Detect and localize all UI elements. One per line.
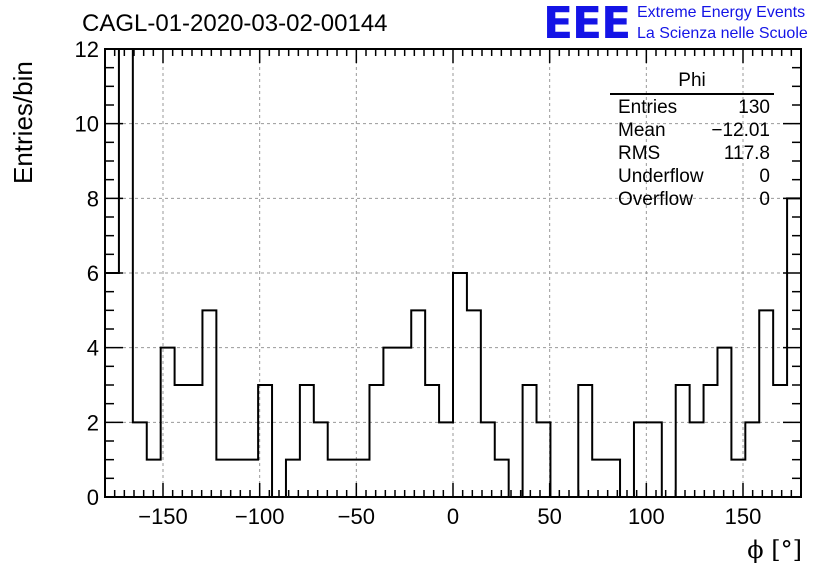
stats-label: Mean — [618, 120, 666, 141]
stats-value: 130 — [738, 97, 770, 118]
stats-row-mean: Mean −12.01 — [610, 119, 774, 142]
x-tick-label: 0 — [447, 504, 459, 529]
stats-row-overflow: Overflow 0 — [610, 188, 774, 211]
stats-label: RMS — [618, 143, 661, 164]
histogram-bin — [356, 460, 370, 497]
histogram-bin — [300, 385, 314, 497]
histogram-bin — [592, 460, 606, 497]
stats-value: 0 — [759, 189, 770, 210]
histogram-bin — [258, 385, 272, 497]
y-tick-label: 2 — [87, 410, 99, 435]
histogram-bin — [578, 385, 592, 497]
y-tick-label: 8 — [87, 186, 99, 211]
histogram-bin — [453, 273, 467, 497]
histogram-bin — [745, 422, 759, 497]
histogram-bin — [773, 385, 787, 497]
eee-logo-mark: EEE — [543, 0, 631, 49]
histogram-bin — [648, 422, 662, 497]
histogram-bin — [202, 310, 216, 497]
histogram-bin — [439, 422, 453, 497]
histogram-bin — [523, 385, 537, 497]
histogram-bin — [328, 460, 342, 497]
histogram-bin — [537, 422, 551, 497]
histogram-bin — [481, 422, 495, 497]
histogram-bin — [369, 385, 383, 497]
histogram-bin — [397, 348, 411, 497]
histogram-bin — [342, 460, 356, 497]
stats-box: Phi Entries 130 Mean −12.01 RMS 117.8 Un… — [610, 70, 774, 211]
stats-row-underflow: Underflow 0 — [610, 165, 774, 188]
histogram-bin — [676, 385, 690, 497]
histogram-bin — [244, 460, 258, 497]
x-tick-label: −100 — [235, 504, 285, 529]
stats-value: 0 — [759, 166, 770, 187]
stats-row-entries: Entries 130 — [610, 96, 774, 119]
x-tick-label: −50 — [338, 504, 375, 529]
y-tick-label: 4 — [87, 336, 99, 361]
stats-row-rms: RMS 117.8 — [610, 142, 774, 165]
histogram-line — [104, 48, 802, 498]
stats-value: 117.8 — [723, 143, 770, 164]
histogram-bin — [759, 310, 773, 497]
y-tick-label: 12 — [75, 37, 99, 62]
x-axis-label: ϕ [°] — [747, 536, 802, 564]
stats-label: Overflow — [618, 189, 693, 210]
x-tick-label: 150 — [725, 504, 762, 529]
logo-line-1: Extreme Energy Events — [637, 4, 806, 21]
stats-value: −12.01 — [711, 120, 770, 141]
stats-label: Entries — [618, 97, 678, 118]
x-tick-label: 100 — [628, 504, 665, 529]
histogram-bin — [230, 460, 244, 497]
y-tick-label: 6 — [87, 261, 99, 286]
histogram-bin — [690, 422, 704, 497]
histogram-bin — [425, 385, 439, 497]
histogram-bin — [314, 422, 328, 497]
stats-title: Phi — [610, 70, 774, 95]
x-tick-label: −150 — [138, 504, 188, 529]
x-tick-label: 50 — [537, 504, 561, 529]
histogram-bin — [216, 460, 230, 497]
y-tick-label: 10 — [75, 112, 99, 137]
histogram-bin — [704, 385, 718, 497]
histogram-bin — [161, 348, 175, 497]
histogram-bin — [133, 422, 147, 497]
logo-line-2: La Scienza nelle Scuole — [637, 25, 808, 42]
stats-label: Underflow — [618, 166, 704, 187]
histogram-bin — [717, 348, 731, 497]
histogram-bin — [175, 385, 189, 497]
histogram-bin — [383, 348, 397, 497]
histogram-bin — [411, 310, 425, 497]
y-tick-label: 0 — [87, 485, 99, 510]
histogram-bin — [189, 385, 203, 497]
chart-title: CAGL-01-2020-03-02-00144 — [82, 10, 388, 37]
histogram-bin — [467, 310, 481, 497]
